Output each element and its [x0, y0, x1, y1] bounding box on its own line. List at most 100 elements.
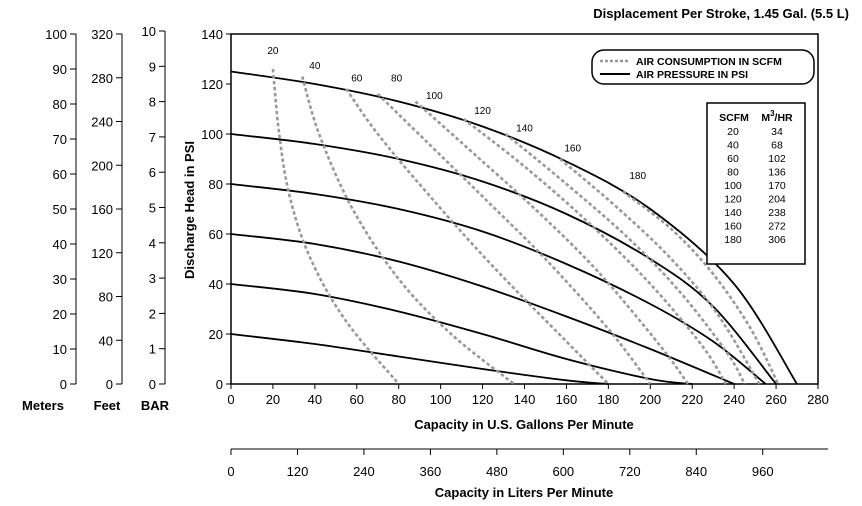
- scfm-curve-60: [345, 88, 610, 385]
- y-axis-label: Discharge Head in PSI: [182, 141, 197, 279]
- scfm-curve-label: 140: [516, 124, 533, 135]
- secondary-tick-label: 280: [91, 71, 113, 86]
- secondary-tick-label: 30: [53, 272, 67, 287]
- legend-box: [591, 49, 815, 85]
- table-cell-scfm: 160: [724, 221, 742, 233]
- secondary-tick-label: 0: [60, 377, 67, 392]
- x-tick-label: 260: [765, 392, 787, 407]
- x-tick-label: 120: [472, 392, 494, 407]
- liters-tick-label: 840: [685, 464, 707, 479]
- legend: AIR CONSUMPTION IN SCFM AIR PRESSURE IN …: [591, 49, 815, 85]
- pressure-curve-80psi: [230, 183, 767, 385]
- scfm-curve-100: [414, 100, 690, 385]
- x-tick-label: 100: [430, 392, 452, 407]
- table-cell-m3hr: 204: [768, 194, 786, 206]
- x-tick-label: 280: [807, 392, 829, 407]
- liters-tick-label: 480: [486, 464, 508, 479]
- table-cell-m3hr: 306: [768, 234, 786, 246]
- secondary-tick-label: 120: [91, 246, 113, 261]
- scfm-curve-120: [462, 117, 727, 385]
- x-tick-label: 140: [514, 392, 536, 407]
- secondary-tick-label: 20: [53, 307, 67, 322]
- scfm-curve-160: [559, 158, 761, 385]
- secondary-tick-label: 90: [53, 62, 67, 77]
- secondary-tick-label: 80: [53, 97, 67, 112]
- secondary-tick-label: 9: [149, 59, 156, 74]
- liters-tick-label: 360: [420, 464, 442, 479]
- scfm-curve-label: 20: [267, 46, 279, 57]
- x-tick-label: 160: [556, 392, 578, 407]
- x-tick-label: 200: [639, 392, 661, 407]
- y-tick-label: 0: [216, 377, 223, 392]
- secondary-tick-label: 5: [149, 201, 156, 216]
- chart-title: Displacement Per Stroke, 1.45 Gal. (5.5 …: [593, 6, 849, 21]
- x-tick-label: 180: [598, 392, 620, 407]
- scfm-curve-label: 80: [391, 74, 403, 85]
- table-cell-scfm: 40: [727, 140, 739, 152]
- x-tick-label: 40: [308, 392, 322, 407]
- x-tick-label: 0: [227, 392, 234, 407]
- secondary-tick-label: 200: [91, 158, 113, 173]
- scfm-curve-80: [376, 93, 652, 385]
- table-cell-scfm: 140: [724, 207, 742, 219]
- secondary-axis-label: Meters: [22, 398, 64, 413]
- y-tick-label: 80: [209, 177, 223, 192]
- table-cell-m3hr: 170: [768, 180, 786, 192]
- pressure-curve-60psi: [230, 233, 735, 385]
- scfm-curve-label: 60: [351, 74, 363, 85]
- legend-label-scfm: AIR CONSUMPTION IN SCFM: [636, 56, 782, 68]
- table-cell-scfm: 180: [724, 234, 742, 246]
- y-tick-label: 120: [201, 77, 223, 92]
- table-cell-m3hr: 272: [768, 221, 786, 233]
- y-tick-label: 140: [201, 27, 223, 42]
- scfm-curve-label: 100: [426, 91, 443, 102]
- table-cell-m3hr: 102: [768, 153, 786, 165]
- pressure-curve-40psi: [230, 283, 693, 385]
- liters-tick-label: 240: [353, 464, 375, 479]
- secondary-tick-label: 1: [149, 342, 156, 357]
- x-tick-label: 80: [391, 392, 405, 407]
- secondary-tick-label: 160: [91, 202, 113, 217]
- scfm-curve-label: 120: [474, 106, 491, 117]
- liters-tick-label: 0: [227, 464, 234, 479]
- table-cell-scfm: 100: [724, 180, 742, 192]
- y-tick-label: 100: [201, 127, 223, 142]
- table-header-scfm: SCFM: [719, 112, 749, 124]
- scfm-curve-20: [271, 68, 400, 385]
- secondary-tick-label: 2: [149, 306, 156, 321]
- secondary-tick-label: 240: [91, 115, 113, 130]
- secondary-tick-label: 80: [99, 290, 113, 305]
- secondary-tick-label: 0: [106, 377, 113, 392]
- liters-tick-label: 960: [752, 464, 774, 479]
- table-cell-scfm: 60: [727, 153, 739, 165]
- secondary-tick-label: 6: [149, 165, 156, 180]
- y-axis: 0 20 40 60 80 100 120 140: [201, 27, 231, 392]
- scfm-curve-label: 160: [564, 144, 581, 155]
- table-cell-scfm: 20: [727, 126, 739, 138]
- liters-tick-label: 720: [619, 464, 641, 479]
- x-tick-label: 60: [350, 392, 364, 407]
- secondary-tick-label: 3: [149, 271, 156, 286]
- table-cell-scfm: 120: [724, 194, 742, 206]
- secondary-tick-label: 4: [149, 236, 156, 251]
- secondary-tick-label: 7: [149, 130, 156, 145]
- secondary-tick-label: 60: [53, 167, 67, 182]
- liters-tick-label: 600: [552, 464, 574, 479]
- x-axis-label: Capacity in U.S. Gallons Per Minute: [414, 417, 634, 432]
- secondary-tick-label: 40: [99, 333, 113, 348]
- secondary-tick-label: 100: [45, 27, 67, 42]
- liters-tick-label: 120: [287, 464, 309, 479]
- table-cell-m3hr: 238: [768, 207, 786, 219]
- x-tick-label: 220: [681, 392, 703, 407]
- secondary-tick-label: 70: [53, 132, 67, 147]
- secondary-tick-label: 50: [53, 202, 67, 217]
- secondary-tick-label: 40: [53, 237, 67, 252]
- pressure-curve-120psi: [230, 70, 798, 385]
- y-tick-label: 60: [209, 227, 223, 242]
- secondary-tick-label: 8: [149, 95, 156, 110]
- table-cell-m3hr: 136: [768, 167, 786, 179]
- scfm-curve-label: 40: [309, 61, 321, 72]
- secondary-tick-label: 10: [53, 342, 67, 357]
